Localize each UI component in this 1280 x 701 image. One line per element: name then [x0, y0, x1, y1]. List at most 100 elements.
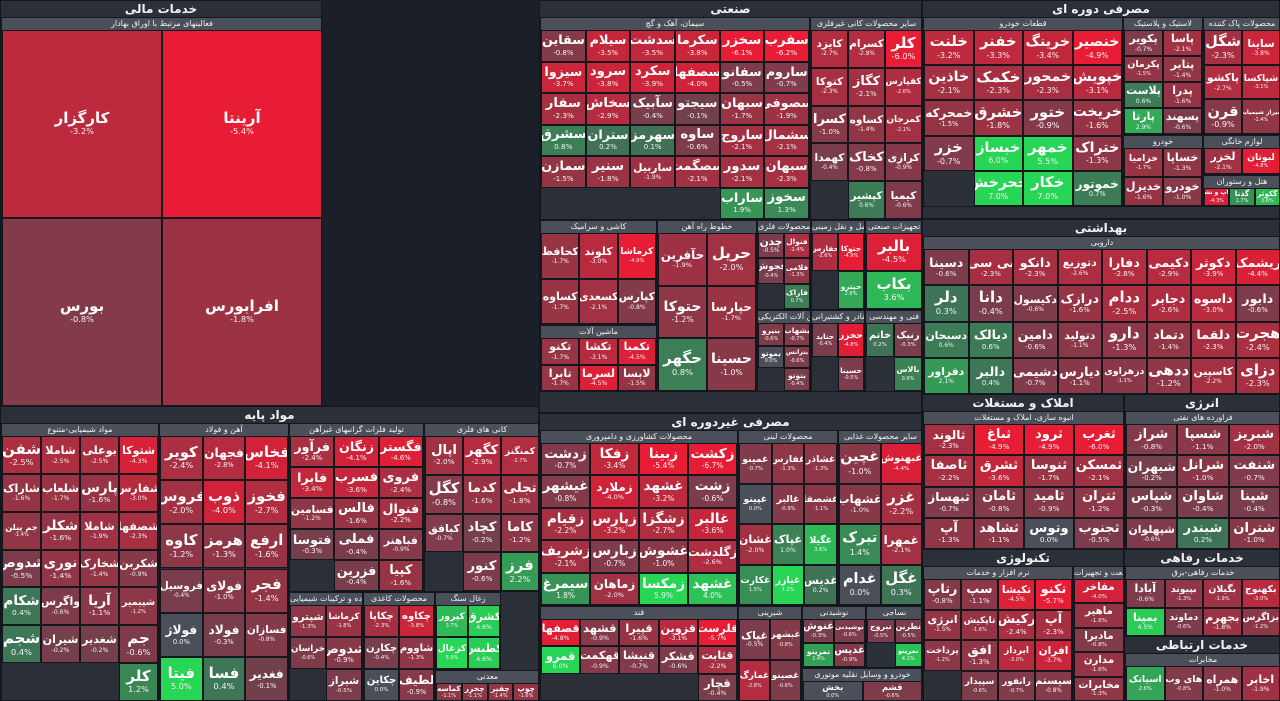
- stock-tile[interactable]: پکویر -0.7%: [1124, 30, 1163, 56]
- stock-tile[interactable]: دتوزیع -2.6%: [1057, 249, 1102, 286]
- stock-tile[interactable]: خساپا -1.3%: [1163, 148, 1202, 177]
- stock-tile[interactable]: ثمسکن -2.1%: [1074, 455, 1123, 487]
- stock-tile[interactable]: کیمیا -0.6%: [885, 181, 921, 219]
- industry-title[interactable]: نساجی: [867, 607, 921, 619]
- industry-title[interactable]: مخابرات: [1126, 654, 1279, 666]
- stock-tile[interactable]: قپیرا -1.6%: [619, 619, 659, 647]
- stock-tile[interactable]: زپارس -3.2%: [590, 507, 639, 541]
- stock-tile[interactable]: خلنت -3.2%: [924, 30, 974, 66]
- stock-tile[interactable]: پکرمان -1.5%: [1124, 56, 1163, 82]
- stock-tile[interactable]: سهرمز 0.1%: [630, 124, 675, 156]
- stock-tile[interactable]: تاپکیش -1.6%: [961, 609, 998, 640]
- stock-tile[interactable]: کلوند -3.0%: [579, 233, 618, 279]
- stock-tile[interactable]: کساوه -1.4%: [848, 105, 885, 144]
- stock-tile[interactable]: جم -0.6%: [119, 625, 158, 664]
- industry-title[interactable]: بنادر و کشتیرانی: [812, 311, 864, 323]
- stock-tile[interactable]: ساربیل -1.9%: [630, 156, 675, 188]
- industry-title[interactable]: مواد شیمیایی-متنوع: [2, 424, 158, 436]
- sector-title[interactable]: خدمات ارتباطی: [1155, 638, 1249, 652]
- stock-tile[interactable]: غپینو 0.0%: [739, 483, 772, 524]
- stock-tile[interactable]: ساروم -0.7%: [764, 61, 809, 93]
- stock-tile[interactable]: بکهنوج -3.0%: [1241, 579, 1279, 608]
- stock-tile[interactable]: کخاک -0.8%: [848, 143, 885, 182]
- stock-tile[interactable]: آرینتا -5.4%: [162, 30, 321, 218]
- stock-tile[interactable]: شیراز شیمیایی-1.4%: [1242, 99, 1279, 134]
- stock-tile[interactable]: داسوه -3.0%: [1191, 285, 1236, 322]
- stock-tile[interactable]: کارگزار -3.2%: [2, 30, 162, 218]
- industry-title[interactable]: لوازم خانگی: [1204, 136, 1279, 148]
- industry-title[interactable]: خطوط راه آهن: [658, 221, 756, 233]
- industry-title[interactable]: محصولات لبنی: [739, 431, 837, 443]
- industry-title[interactable]: تجهیزات صنعتی: [866, 221, 921, 233]
- stock-tile[interactable]: شکلر -1.6%: [41, 511, 80, 550]
- stock-tile[interactable]: فغدیر -0.1%: [245, 656, 288, 700]
- stock-tile[interactable]: کپرور 3.7%: [436, 605, 468, 637]
- sector-title[interactable]: تکنولوژی: [996, 551, 1050, 565]
- stock-tile[interactable]: انرژی -1.5%: [924, 609, 961, 640]
- stock-tile[interactable]: لسرما -4.5%: [579, 364, 618, 391]
- stock-tile[interactable]: کسرام -2.8%: [848, 30, 885, 68]
- stock-tile[interactable]: زشت -0.6%: [688, 475, 737, 508]
- stock-tile[interactable]: پرداخت -1.2%: [924, 640, 961, 671]
- stock-tile[interactable]: دیارس -1.1%: [1057, 357, 1102, 393]
- stock-tile[interactable]: ایرداز -3.0%: [998, 640, 1035, 671]
- stock-tile[interactable]: شسپا -1.1%: [1177, 424, 1229, 456]
- stock-tile[interactable]: سشرق 0.8%: [541, 124, 586, 156]
- sector-title[interactable]: خدمات رفاهی: [1160, 551, 1244, 565]
- stock-tile[interactable]: شفارس-3.0%: [119, 473, 158, 512]
- stock-tile[interactable]: فگستر -4.6%: [378, 436, 423, 467]
- stock-tile[interactable]: تکنو -5.7%: [1035, 579, 1072, 610]
- stock-tile[interactable]: خکمک -2.3%: [973, 65, 1023, 101]
- stock-tile[interactable]: قهکمت -0.9%: [580, 646, 620, 674]
- sector-title[interactable]: صنعتی: [710, 2, 751, 16]
- stock-tile[interactable]: بگیلان -1.9%: [1203, 579, 1242, 608]
- industry-title[interactable]: سایر محصولات غذایی: [839, 431, 921, 443]
- stock-tile[interactable]: درازک -1.6%: [1057, 285, 1102, 322]
- stock-tile[interactable]: پاسا -2.1%: [1163, 30, 1202, 56]
- stock-tile[interactable]: فخاس -4.1%: [245, 436, 288, 481]
- stock-tile[interactable]: بکاب 3.6%: [866, 271, 921, 309]
- industry-title[interactable]: کانی های فلزی: [425, 424, 538, 436]
- stock-tile[interactable]: بتوتو -0.4%: [784, 368, 810, 391]
- stock-tile[interactable]: غالبر -0.9%: [771, 483, 805, 524]
- stock-tile[interactable]: فخوز -2.7%: [245, 480, 288, 525]
- stock-tile[interactable]: دانا -0.4%: [968, 285, 1013, 322]
- stock-tile[interactable]: فسازان -0.8%: [245, 612, 288, 657]
- stock-tile[interactable]: غنوش -0.3%: [803, 619, 834, 643]
- stock-tile[interactable]: خاتم 0.2%: [866, 323, 894, 357]
- stock-tile[interactable]: گدنا 1.7%: [1229, 188, 1255, 206]
- stock-tile[interactable]: ساراب 1.9%: [719, 187, 765, 219]
- stock-tile[interactable]: ثاصفا -2.2%: [924, 455, 974, 487]
- stock-tile[interactable]: غدیس -0.9%: [834, 643, 865, 667]
- stock-tile[interactable]: فالس -1.6%: [334, 498, 379, 529]
- stock-tile[interactable]: شبهران -0.2%: [1126, 455, 1178, 487]
- industry-title[interactable]: قند: [541, 607, 737, 619]
- stock-tile[interactable]: سفانو -0.5%: [719, 61, 765, 93]
- stock-tile[interactable]: خحرخش7.0%: [973, 170, 1023, 206]
- stock-tile[interactable]: ثبهساز -0.7%: [924, 486, 974, 518]
- stock-tile[interactable]: گکوثر 3.6%: [1254, 188, 1279, 206]
- stock-tile[interactable]: کپارس -0.8%: [617, 278, 656, 324]
- stock-tile[interactable]: شاملا -2.5%: [41, 436, 80, 474]
- stock-tile[interactable]: چفیر -1.4%: [487, 683, 514, 700]
- industry-title[interactable]: ماشین آلات: [541, 326, 656, 338]
- stock-tile[interactable]: غشهاب -1.0%: [839, 483, 881, 524]
- stock-tile[interactable]: سپیدار -0.6%: [961, 670, 998, 700]
- stock-tile[interactable]: کحافظ -1.7%: [541, 233, 580, 279]
- stock-tile[interactable]: سقاین -0.8%: [541, 30, 586, 62]
- industry-title[interactable]: سایر محصولات کانی غیرفلزی: [811, 18, 921, 30]
- stock-tile[interactable]: شپهلوان -0.6%: [1126, 517, 1178, 548]
- stock-tile[interactable]: فباهنر -0.9%: [378, 529, 423, 560]
- stock-tile[interactable]: رکیش -2.4%: [998, 609, 1035, 640]
- stock-tile[interactable]: ارفع -1.6%: [245, 524, 288, 569]
- stock-tile[interactable]: ثشرق -3.6%: [974, 455, 1024, 487]
- industry-title[interactable]: آهن و فولاد: [160, 424, 288, 436]
- stock-tile[interactable]: شاملا -1.9%: [80, 511, 119, 550]
- stock-tile[interactable]: ثرود -4.9%: [1024, 424, 1074, 456]
- stock-tile[interactable]: کگهر -2.9%: [463, 436, 501, 475]
- stock-tile[interactable]: نمرینو 2.4%: [803, 643, 834, 667]
- stock-tile[interactable]: ددهی -1.2%: [1146, 357, 1191, 393]
- stock-tile[interactable]: فنوال -2.2%: [378, 498, 423, 529]
- industry-title[interactable]: معدنی: [436, 671, 538, 683]
- stock-tile[interactable]: قچار -0.4%: [697, 673, 737, 700]
